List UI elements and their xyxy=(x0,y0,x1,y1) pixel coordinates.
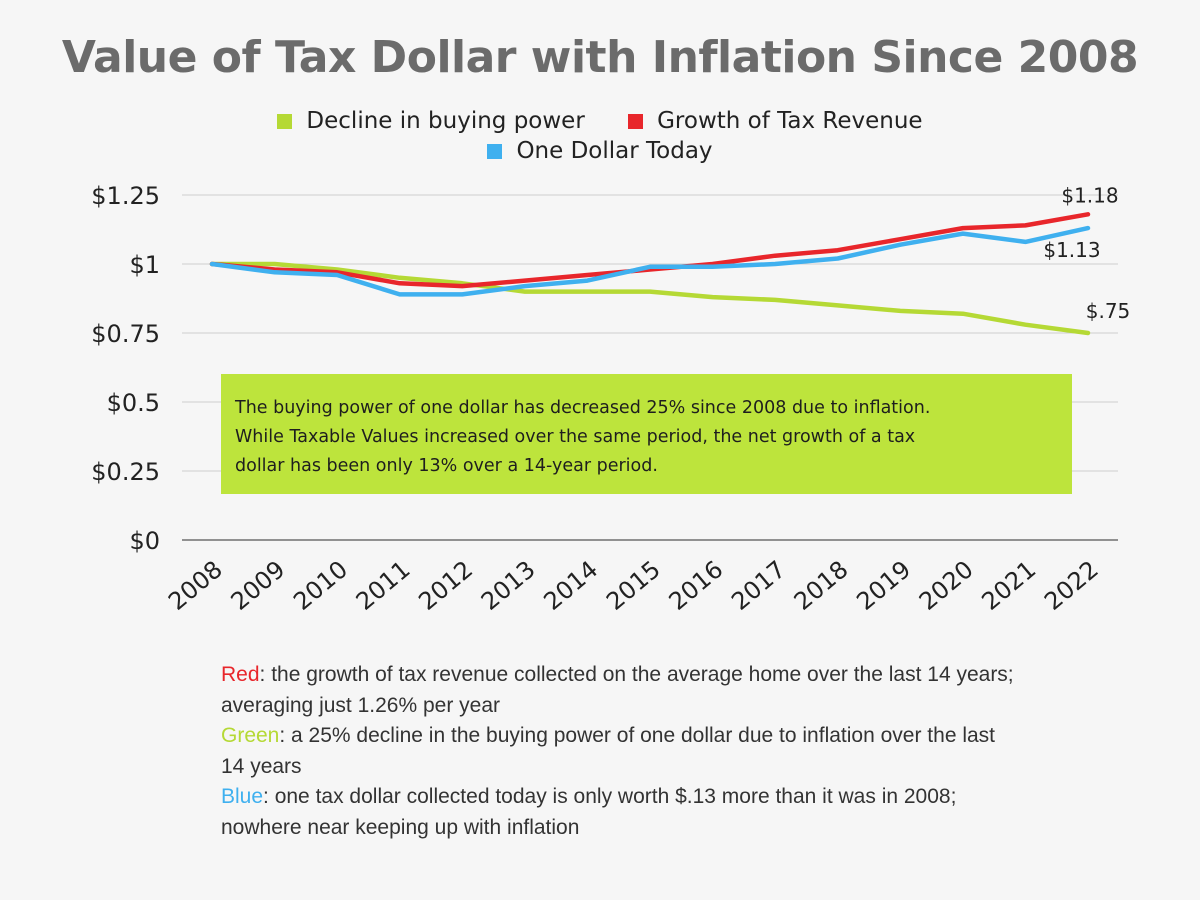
series-line-one-dollar-today xyxy=(209,225,1091,297)
note-red-text: : the growth of tax revenue collected on… xyxy=(221,663,1014,717)
y-tick-label: $0 xyxy=(129,527,160,555)
y-tick-label: $0.25 xyxy=(91,458,160,486)
legend-swatch-green xyxy=(277,113,293,129)
note-red-key: Red xyxy=(221,663,260,686)
y-tick-label: $1.25 xyxy=(91,182,160,210)
note-blue: Blue: one tax dollar collected today is … xyxy=(221,782,1021,843)
legend-label-decline: Decline in buying power xyxy=(306,108,585,134)
note-green: Green: a 25% decline in the buying power… xyxy=(221,721,1021,782)
note-blue-key: Blue xyxy=(221,785,264,808)
x-tick-label: 2020 xyxy=(914,555,979,616)
legend-row-2: One Dollar Today xyxy=(0,138,1200,165)
y-tick-label: $0.5 xyxy=(107,389,160,417)
annotation-line-1: The buying power of one dollar has decre… xyxy=(235,398,931,418)
legend-swatch-blue xyxy=(487,143,503,159)
legend-item-today: One Dollar Today xyxy=(487,138,713,164)
annotation-box: The buying power of one dollar has decre… xyxy=(221,374,1072,494)
legend-label-today: One Dollar Today xyxy=(516,138,713,164)
series-line-decline-in-buying-power xyxy=(209,261,1091,336)
end-value-label: $.75 xyxy=(1086,299,1131,323)
notes: Red: the growth of tax revenue collected… xyxy=(221,660,1021,843)
x-tick-label: 2013 xyxy=(476,555,541,616)
end-value-label: $1.13 xyxy=(1043,238,1100,262)
legend-row-1: Decline in buying power Growth of Tax Re… xyxy=(0,108,1200,135)
annotation-line-2: While Taxable Values increased over the … xyxy=(235,427,916,447)
chart-title: Value of Tax Dollar with Inflation Since… xyxy=(61,32,1139,83)
x-tick-label: 2014 xyxy=(538,555,603,616)
x-tick-label: 2021 xyxy=(976,555,1041,616)
y-tick-label: $0.75 xyxy=(91,320,160,348)
x-tick-label: 2016 xyxy=(664,555,729,616)
x-tick-label: 2015 xyxy=(601,555,666,616)
x-tick-label: 2011 xyxy=(351,555,416,616)
x-tick-label: 2009 xyxy=(226,555,291,616)
line-chart: $0$0.25$0.5$0.75$1$1.2520082009201020112… xyxy=(91,182,1131,616)
legend-swatch-red xyxy=(628,113,644,129)
x-tick-label: 2022 xyxy=(1039,555,1104,616)
note-green-key: Green xyxy=(221,724,280,747)
y-tick-label: $1 xyxy=(129,251,160,279)
legend-item-decline: Decline in buying power xyxy=(277,108,585,134)
x-tick-label: 2008 xyxy=(163,555,228,616)
x-tick-label: 2017 xyxy=(726,555,791,616)
series-line-growth-of-tax-revenue xyxy=(209,212,1091,289)
end-value-label: $1.18 xyxy=(1061,183,1118,207)
x-tick-label: 2018 xyxy=(789,555,854,616)
note-green-text: : a 25% decline in the buying power of o… xyxy=(221,724,996,778)
x-tick-label: 2012 xyxy=(413,555,478,616)
note-red: Red: the growth of tax revenue collected… xyxy=(221,660,1021,721)
note-blue-text: : one tax dollar collected today is only… xyxy=(221,785,957,839)
x-tick-label: 2019 xyxy=(851,555,916,616)
annotation-line-3: dollar has been only 13% over a 14-year … xyxy=(235,456,658,476)
x-tick-label: 2010 xyxy=(288,555,353,616)
legend-item-growth: Growth of Tax Revenue xyxy=(628,108,923,134)
legend-label-growth: Growth of Tax Revenue xyxy=(657,108,923,134)
